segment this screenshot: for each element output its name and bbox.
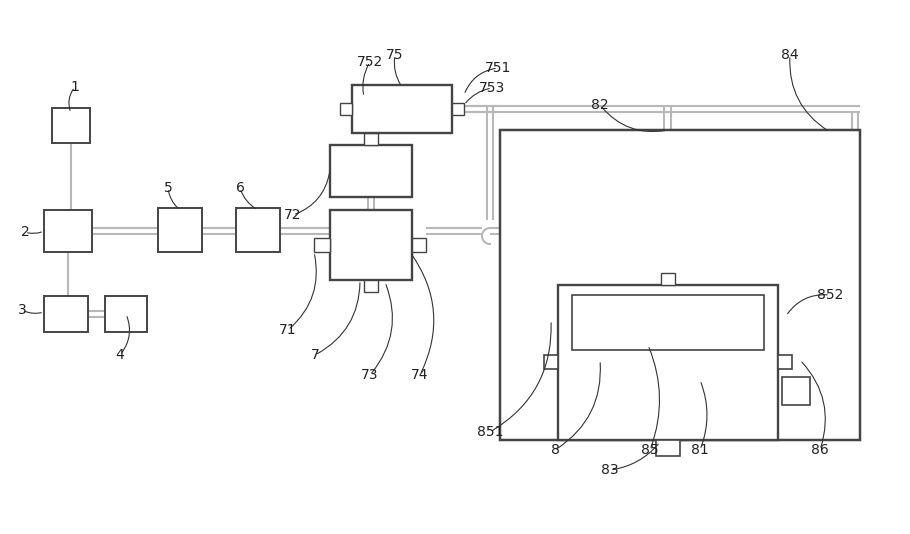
Text: 75: 75 <box>386 48 404 62</box>
Bar <box>500 130 860 440</box>
Text: 82: 82 <box>592 98 609 112</box>
Text: 85: 85 <box>642 443 659 457</box>
Bar <box>44 296 88 332</box>
Text: 852: 852 <box>817 288 844 302</box>
Text: 6: 6 <box>236 181 245 195</box>
Bar <box>330 210 412 280</box>
Bar <box>364 133 378 145</box>
Bar <box>352 85 452 133</box>
Bar <box>52 108 90 143</box>
Bar <box>314 238 330 252</box>
Text: 7: 7 <box>310 348 319 362</box>
Text: 752: 752 <box>357 55 383 69</box>
Text: 1: 1 <box>71 80 79 94</box>
Text: 4: 4 <box>116 348 125 362</box>
Bar <box>364 280 378 292</box>
Text: 74: 74 <box>411 368 429 382</box>
Bar <box>236 208 280 252</box>
Bar <box>412 238 426 252</box>
Text: 81: 81 <box>691 443 709 457</box>
Text: 851: 851 <box>477 425 503 439</box>
Bar <box>105 296 147 332</box>
Text: 751: 751 <box>485 61 511 75</box>
Text: 83: 83 <box>602 463 619 477</box>
Bar <box>340 103 352 115</box>
Bar <box>452 103 464 115</box>
Text: 5: 5 <box>164 181 172 195</box>
Bar <box>330 145 412 197</box>
Bar <box>782 377 810 405</box>
Text: 73: 73 <box>361 368 379 382</box>
Bar <box>558 285 778 440</box>
Text: 3: 3 <box>17 303 26 317</box>
Bar <box>656 440 680 456</box>
Text: 2: 2 <box>21 225 29 239</box>
Bar <box>544 355 558 369</box>
Bar <box>44 210 92 252</box>
Bar <box>158 208 202 252</box>
Text: 84: 84 <box>781 48 799 62</box>
Text: 71: 71 <box>279 323 297 337</box>
Bar <box>661 273 675 285</box>
Text: 86: 86 <box>811 443 829 457</box>
Text: 72: 72 <box>284 208 302 222</box>
Text: 8: 8 <box>551 443 560 457</box>
Text: 753: 753 <box>479 81 505 95</box>
Bar <box>572 295 764 350</box>
Bar <box>778 355 792 369</box>
